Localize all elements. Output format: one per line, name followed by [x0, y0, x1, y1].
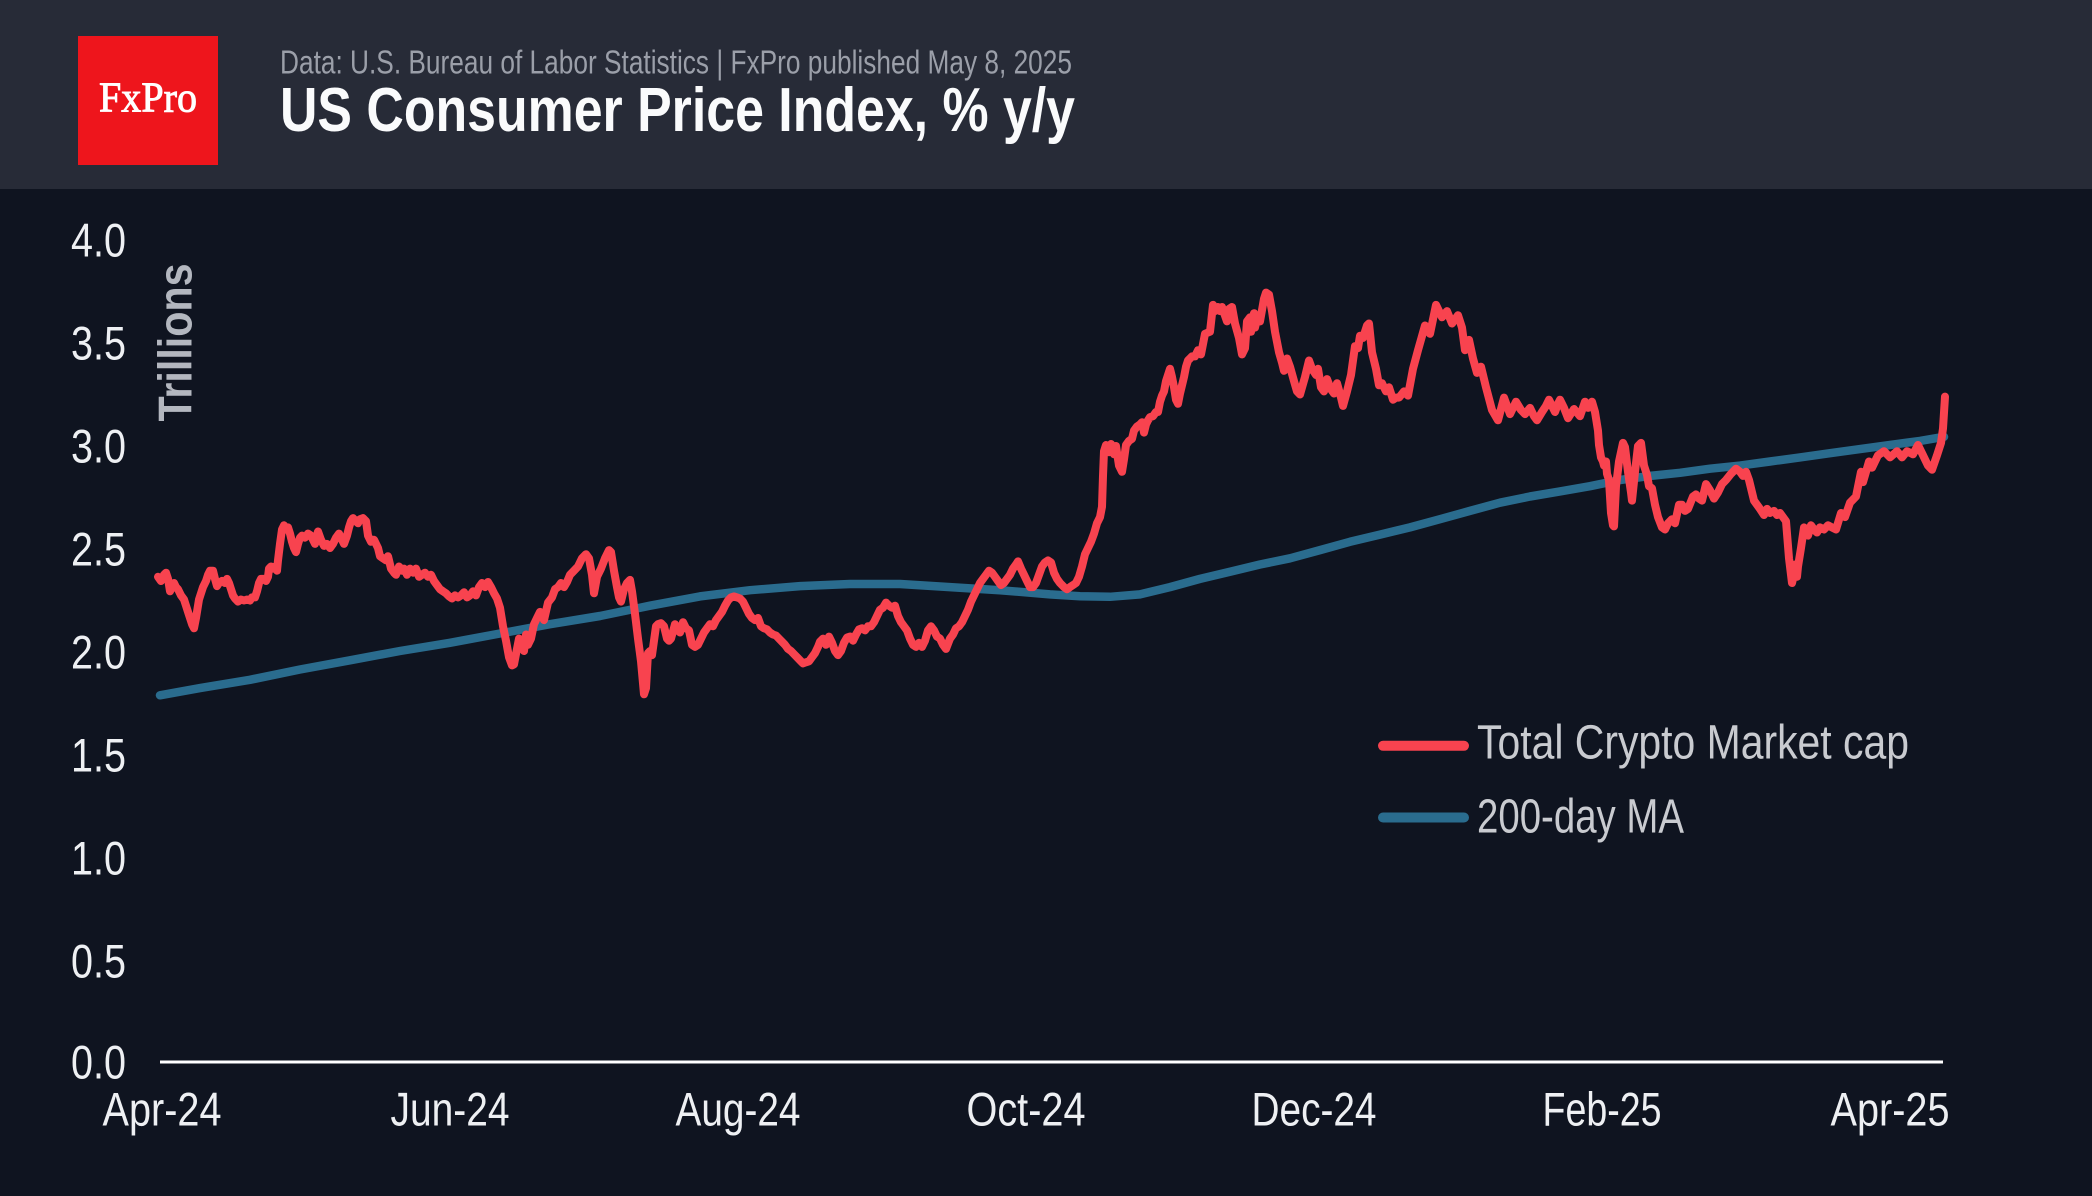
svg-text:3.0: 3.0 [71, 420, 126, 473]
svg-text:Total Crypto Market cap: Total Crypto Market cap [1477, 717, 1909, 770]
svg-text:0.0: 0.0 [71, 1036, 126, 1089]
svg-text:1.5: 1.5 [71, 729, 126, 782]
svg-text:Oct-24: Oct-24 [967, 1083, 1086, 1136]
svg-text:1.0: 1.0 [71, 832, 126, 885]
svg-text:Aug-24: Aug-24 [676, 1083, 801, 1136]
svg-text:2.0: 2.0 [71, 626, 126, 679]
svg-text:Feb-25: Feb-25 [1543, 1083, 1662, 1136]
svg-text:Dec-24: Dec-24 [1252, 1083, 1377, 1136]
svg-text:Jun-24: Jun-24 [391, 1083, 510, 1136]
svg-text:Trillions: Trillions [149, 264, 202, 422]
svg-text:2.5: 2.5 [71, 523, 126, 576]
svg-text:200-day MA: 200-day MA [1477, 791, 1684, 844]
svg-text:FxPro: FxPro [99, 76, 197, 122]
svg-text:US Consumer Price Index, % y/y: US Consumer Price Index, % y/y [280, 76, 1075, 145]
svg-text:Apr-25: Apr-25 [1831, 1083, 1950, 1136]
svg-text:Apr-24: Apr-24 [103, 1083, 222, 1136]
svg-text:3.5: 3.5 [71, 317, 126, 370]
svg-text:0.5: 0.5 [71, 935, 126, 988]
svg-text:4.0: 4.0 [71, 214, 126, 267]
svg-text:Data: U.S. Bureau of Labor Sta: Data: U.S. Bureau of Labor Statistics | … [280, 44, 1072, 81]
